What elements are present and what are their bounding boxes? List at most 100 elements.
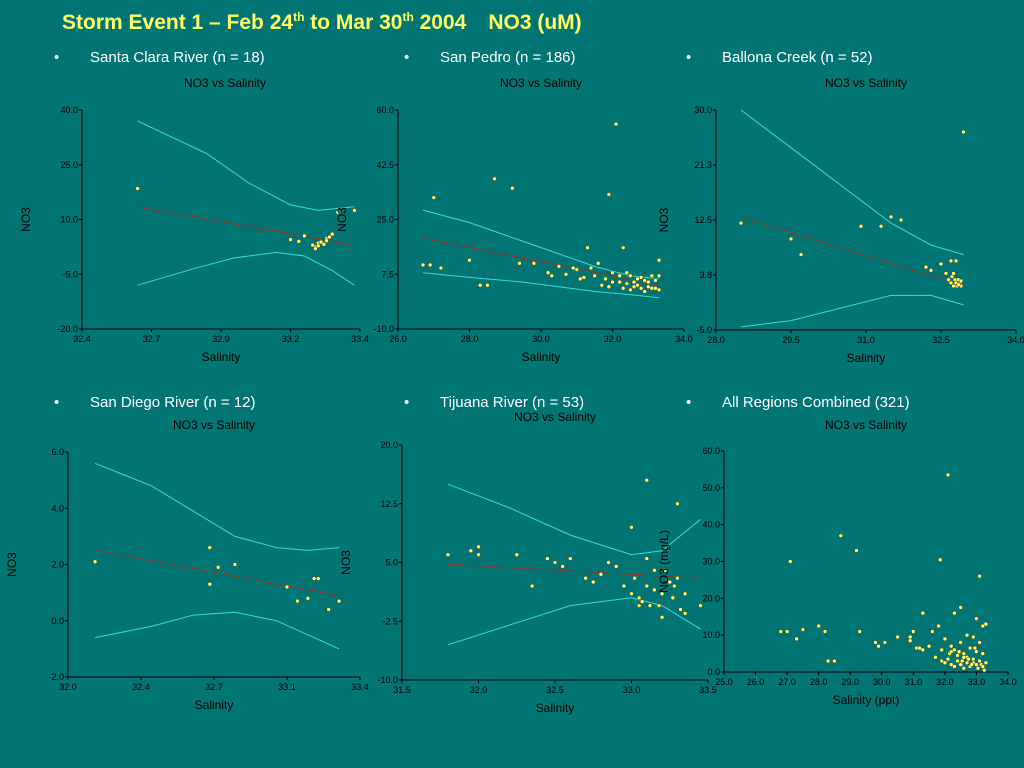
data-point bbox=[857, 629, 862, 634]
data-point bbox=[135, 186, 140, 191]
data-point bbox=[485, 282, 490, 288]
chart-title: NO3 vs Salinity bbox=[173, 418, 255, 432]
data-point bbox=[316, 576, 321, 581]
data-point bbox=[959, 658, 965, 664]
chart-title: NO3 vs Salinity bbox=[500, 76, 582, 90]
data-point bbox=[798, 252, 804, 257]
y-tick-label: 4.0 bbox=[51, 503, 64, 513]
x-tick-label: 33.1 bbox=[278, 682, 296, 692]
x-axis-label: Salinity bbox=[522, 350, 561, 364]
data-point bbox=[682, 591, 688, 597]
data-point bbox=[969, 662, 974, 667]
y-tick-label: 7.5 bbox=[381, 269, 394, 279]
data-point bbox=[971, 656, 976, 662]
data-point bbox=[961, 655, 967, 660]
x-tick-label: 34.0 bbox=[999, 677, 1017, 687]
data-point bbox=[591, 579, 596, 585]
upper-confidence-band bbox=[137, 120, 355, 211]
data-point bbox=[656, 273, 662, 279]
y-tick-label: 30.0 bbox=[702, 557, 720, 567]
data-point bbox=[207, 545, 213, 550]
data-point bbox=[895, 634, 900, 640]
data-point bbox=[878, 224, 884, 229]
data-point bbox=[620, 245, 626, 250]
chart-title: NO3 vs Salinity bbox=[825, 76, 907, 90]
data-point bbox=[514, 552, 520, 557]
data-point bbox=[598, 572, 604, 577]
x-axis-label: Salinity bbox=[536, 701, 575, 715]
data-point bbox=[529, 583, 535, 589]
data-point bbox=[477, 282, 483, 288]
data-point bbox=[510, 185, 515, 191]
data-point bbox=[327, 234, 332, 240]
data-point bbox=[961, 651, 967, 656]
data-point bbox=[613, 121, 619, 127]
data-point bbox=[642, 289, 647, 294]
data-point bbox=[951, 271, 956, 276]
data-point bbox=[595, 261, 601, 266]
data-point bbox=[646, 279, 651, 285]
y-tick-label: 10.0 bbox=[702, 630, 720, 640]
data-point bbox=[492, 176, 497, 182]
data-point bbox=[876, 643, 881, 649]
heading-san-pedro: • San Pedro (n = 186) bbox=[404, 49, 576, 66]
x-tick-label: 30.0 bbox=[532, 334, 550, 344]
heading-tijuana-river: • Tijuana River (n = 53) bbox=[404, 394, 585, 411]
data-point bbox=[649, 273, 655, 279]
upper-confidence-band bbox=[740, 109, 964, 256]
data-point bbox=[678, 607, 683, 612]
x-tick-label: 28.0 bbox=[461, 334, 479, 344]
data-point bbox=[92, 559, 98, 564]
x-tick-label: 34.0 bbox=[675, 334, 693, 344]
data-point bbox=[606, 560, 611, 565]
data-point bbox=[621, 583, 627, 589]
page-title: Storm Event 1 – Feb 24th to Mar 30th 200… bbox=[62, 10, 582, 34]
x-tick-label: 32.4 bbox=[73, 334, 91, 344]
data-point bbox=[936, 623, 941, 629]
data-point bbox=[624, 281, 630, 286]
chart-title: NO3 vs Salinity bbox=[825, 418, 907, 432]
data-point bbox=[948, 649, 954, 654]
y-tick-label: 6.0 bbox=[51, 447, 64, 457]
data-point bbox=[778, 629, 784, 634]
x-tick-label: 29.5 bbox=[782, 335, 800, 345]
y-tick-label: -5.0 bbox=[696, 325, 712, 335]
x-tick-label: 33.4 bbox=[351, 682, 369, 692]
data-point bbox=[939, 647, 944, 653]
data-point bbox=[603, 276, 608, 282]
heading-ballona-creek: • Ballona Creek (n = 52) bbox=[686, 49, 873, 66]
data-point bbox=[563, 272, 569, 277]
data-point bbox=[656, 287, 662, 293]
data-point bbox=[628, 273, 633, 279]
data-point bbox=[956, 649, 962, 654]
data-point bbox=[961, 129, 966, 135]
data-point bbox=[635, 276, 640, 282]
data-point bbox=[832, 658, 837, 664]
data-point bbox=[284, 584, 290, 590]
data-point bbox=[305, 596, 311, 601]
data-point bbox=[578, 276, 583, 282]
data-point bbox=[956, 282, 961, 287]
x-tick-label: 33.0 bbox=[968, 677, 986, 687]
heading-san-diego-river: • San Diego River (n = 12) bbox=[54, 394, 256, 411]
data-point bbox=[659, 615, 665, 620]
data-point bbox=[644, 583, 650, 589]
data-point bbox=[939, 658, 944, 664]
data-point bbox=[617, 279, 622, 285]
data-point bbox=[952, 664, 957, 669]
x-axis-label: Salinity bbox=[195, 698, 234, 712]
data-point bbox=[552, 560, 558, 565]
data-point bbox=[420, 262, 426, 268]
x-tick-label: 32.5 bbox=[546, 685, 564, 695]
data-point bbox=[336, 598, 342, 604]
x-tick-label: 26.0 bbox=[747, 677, 765, 687]
data-point bbox=[568, 556, 573, 561]
y-tick-label: 12.5 bbox=[694, 215, 712, 225]
y-tick-label: 30.0 bbox=[694, 105, 712, 115]
data-point bbox=[675, 501, 680, 507]
data-point bbox=[983, 621, 989, 627]
y-axis-label: NO3 bbox=[335, 207, 349, 232]
x-tick-label: 28.0 bbox=[810, 677, 828, 687]
data-point bbox=[958, 640, 963, 645]
y-tick-label: 40.0 bbox=[702, 520, 720, 530]
